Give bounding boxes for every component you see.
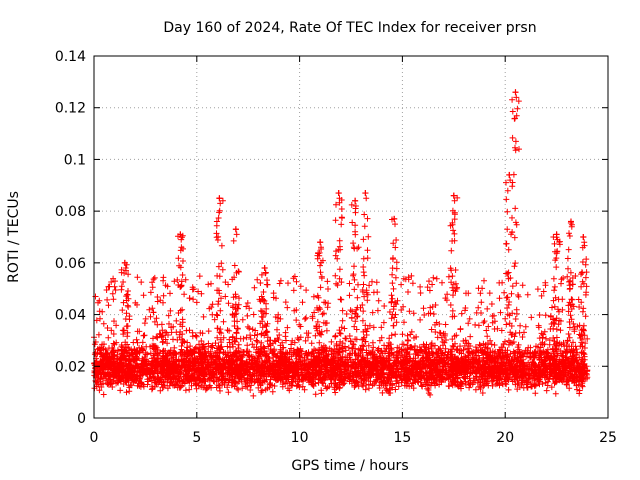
peak-point: [317, 239, 324, 246]
y-tick-label: 0.04: [55, 308, 86, 324]
x-tick-label: 15: [393, 430, 411, 446]
peak-point: [362, 190, 369, 197]
y-tick-label: 0.06: [55, 256, 86, 272]
y-tick-label: 0.14: [55, 49, 86, 65]
x-tick-label: 5: [192, 430, 201, 446]
x-tick-label: 10: [291, 430, 309, 446]
x-tick-label: 20: [496, 430, 514, 446]
data-points: [91, 89, 591, 399]
chart-title: Day 160 of 2024, Rate Of TEC Index for r…: [163, 20, 536, 36]
axis-ticks: 0 5 10 15 20 25 0 0.02 0.04 0.06 0.08 0.1 0.12 0.14: [55, 49, 617, 446]
x-tick-label: 25: [599, 430, 617, 446]
peak-point: [512, 89, 519, 96]
peak-point: [352, 197, 359, 204]
y-tick-label: 0.08: [55, 204, 86, 220]
peak-point: [553, 231, 560, 238]
plot-frame: [93, 55, 609, 419]
peak-point: [232, 226, 239, 233]
y-tick-label: 0.1: [64, 152, 86, 168]
peak-point: [580, 234, 587, 240]
y-tick-label: 0.02: [55, 359, 86, 375]
x-tick-label: 0: [90, 430, 99, 446]
peak-point: [216, 195, 223, 202]
peak-point: [450, 192, 457, 199]
y-axis-label: ROTI / TECUs: [6, 191, 22, 283]
peak-point: [121, 259, 128, 266]
y-tick-label: 0.12: [55, 101, 86, 117]
y-tick-label: 0: [77, 411, 86, 427]
peak-point: [177, 231, 184, 238]
scatter-points: [91, 89, 591, 399]
peak-point: [506, 171, 513, 178]
peak-point: [261, 265, 268, 272]
peak-point: [567, 218, 574, 225]
peak-point: [335, 190, 342, 197]
x-axis-label: GPS time / hours: [291, 458, 408, 474]
peak-point: [391, 215, 398, 222]
